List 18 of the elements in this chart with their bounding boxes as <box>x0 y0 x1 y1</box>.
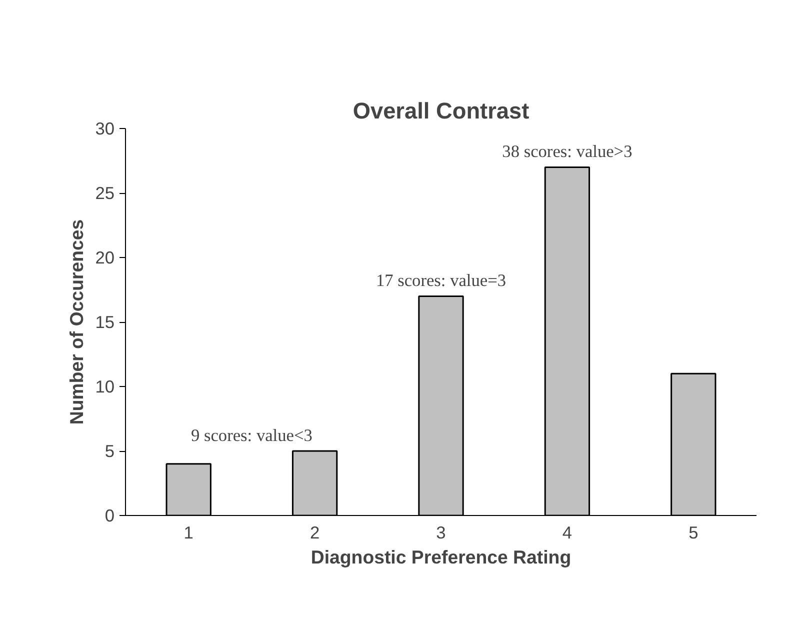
y-tick-label: 10 <box>95 376 115 396</box>
x-tick-label: 2 <box>310 522 320 542</box>
y-tick-label: 15 <box>95 312 115 332</box>
annotation: 9 scores: value<3 <box>190 426 312 445</box>
annotation: 17 scores: value=3 <box>376 271 506 290</box>
y-tick-label: 5 <box>104 441 115 461</box>
y-tick-label: 20 <box>95 248 115 268</box>
x-tick-label: 5 <box>688 522 698 542</box>
chart-title: Overall Contrast <box>352 98 530 124</box>
x-axis-title: Diagnostic Preference Rating <box>310 546 572 568</box>
y-axis-title: Number of Occurences <box>66 219 88 425</box>
x-tick-label: 4 <box>562 522 572 542</box>
annotation: 38 scores: value>3 <box>502 142 632 162</box>
x-tick-label: 3 <box>436 522 446 542</box>
y-tick-label: 30 <box>95 118 115 138</box>
y-tick-label: 25 <box>95 183 115 203</box>
y-tick-label: 0 <box>104 506 115 526</box>
x-tick-label: 1 <box>184 522 194 542</box>
